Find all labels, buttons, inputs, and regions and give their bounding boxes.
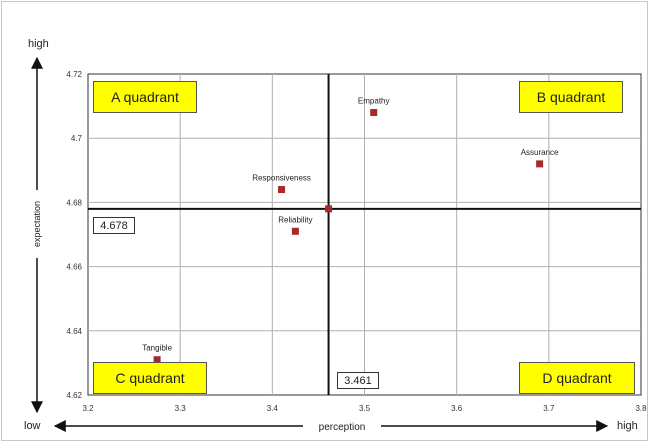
quadrant-c-label: C quadrant	[93, 362, 207, 394]
data-point	[536, 160, 544, 168]
x-tick-label: 3.3	[175, 404, 187, 413]
point-label: Empathy	[358, 97, 390, 106]
x-tick-label: 3.4	[267, 404, 279, 413]
y-reference-label: 4.678	[93, 217, 135, 234]
x-tick-label: 3.2	[82, 404, 94, 413]
y-tick-label: 4.68	[66, 198, 82, 207]
data-point	[278, 186, 286, 194]
point-label: Assurance	[521, 148, 559, 157]
data-point	[325, 205, 333, 213]
data-point	[153, 356, 161, 364]
quadrant-d-label: D quadrant	[519, 362, 635, 394]
quadrant-b-label: B quadrant	[519, 81, 623, 113]
y-tick-label: 4.64	[66, 327, 82, 336]
y-tick-label: 4.7	[71, 134, 83, 143]
data-point	[370, 109, 378, 117]
point-label: Tangible	[142, 344, 172, 353]
x-axis-title: perception	[319, 422, 366, 433]
x-axis-low-label: low	[24, 420, 41, 432]
y-tick-label: 4.62	[66, 391, 82, 400]
quadrant-a-label: A quadrant	[93, 81, 197, 113]
data-point	[291, 227, 299, 235]
x-tick-label: 3.7	[543, 404, 555, 413]
point-label: Reliability	[278, 215, 312, 224]
x-axis-high-label: high	[617, 420, 638, 432]
y-axis-high-label: high	[28, 38, 49, 50]
y-tick-label: 4.72	[66, 70, 82, 79]
x-tick-label: 3.8	[635, 404, 647, 413]
x-tick-label: 3.5	[359, 404, 371, 413]
x-reference-label: 3.461	[337, 372, 379, 389]
y-title-bg	[30, 190, 44, 258]
x-title-bg	[303, 419, 381, 433]
point-label: Responsiveness	[252, 174, 311, 183]
x-tick-label: 3.6	[451, 404, 463, 413]
y-axis-title: expectation	[32, 201, 42, 247]
y-tick-label: 4.66	[66, 263, 82, 272]
